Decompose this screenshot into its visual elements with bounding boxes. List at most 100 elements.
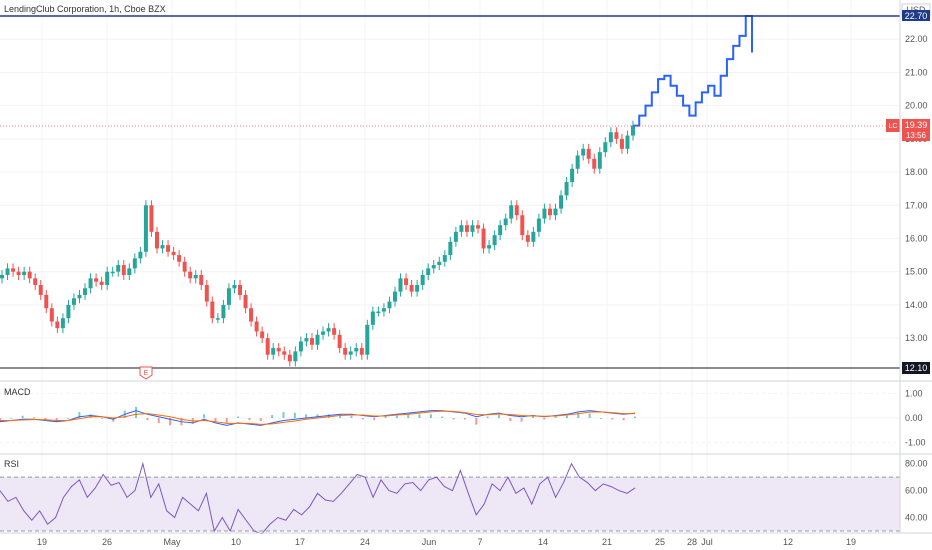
- candle-body: [564, 182, 569, 196]
- candle-body: [116, 265, 121, 272]
- candle-body: [476, 225, 481, 229]
- time-tick-label: 28: [687, 537, 697, 547]
- candle-body: [16, 271, 21, 276]
- candle-body: [536, 218, 541, 232]
- candle-body: [603, 142, 608, 153]
- time-axis[interactable]: 19 26 May 10 17 24 Jun 7 14 21 25 28 Jul 12 19: [37, 537, 856, 547]
- candle-body: [409, 284, 414, 292]
- rsi-tick-label: 80.00: [905, 459, 928, 469]
- macd-pane[interactable]: 1.00 0.00 -1.00: [0, 388, 926, 448]
- price-tick-label: 17.00: [905, 200, 928, 210]
- macd-histogram-bar: [588, 413, 591, 418]
- candle-body: [238, 284, 243, 295]
- macd-histogram-bar: [10, 418, 13, 419]
- candle-body: [221, 304, 226, 319]
- candle-body: [83, 288, 88, 295]
- candle-body: [44, 294, 49, 309]
- macd-histogram-bar: [282, 412, 285, 418]
- projection-series: [633, 15, 753, 127]
- svg-text:12.10: 12.10: [905, 363, 928, 373]
- svg-text:22.70: 22.70: [905, 11, 928, 21]
- candle-body: [171, 251, 176, 256]
- main-grid: [0, 0, 900, 533]
- candle-body: [88, 278, 93, 289]
- candle-body: [597, 152, 602, 169]
- candle-body: [337, 334, 342, 349]
- candle-body: [614, 132, 619, 139]
- macd-histogram-bar: [293, 412, 296, 418]
- candle-body: [249, 308, 254, 322]
- candle-body: [60, 318, 65, 329]
- macd-histogram-bar: [21, 415, 24, 418]
- candle-body: [166, 245, 171, 252]
- signal-line: [0, 410, 635, 425]
- macd-histogram-bar: [89, 414, 92, 418]
- candle-body: [271, 348, 276, 355]
- candle-body: [547, 208, 552, 216]
- candle-body: [370, 311, 375, 325]
- candle-body: [193, 275, 198, 279]
- candle-body: [487, 245, 492, 249]
- macd-histogram-bar: [373, 418, 376, 421]
- price-tick-label: 13.00: [905, 333, 928, 343]
- candle-body: [498, 225, 503, 236]
- candle-body: [121, 265, 126, 276]
- candle-body: [420, 275, 425, 285]
- candle-body: [348, 351, 353, 355]
- candle-body: [160, 245, 165, 249]
- macd-histogram-bar: [531, 416, 534, 418]
- macd-histogram-bar: [429, 414, 432, 418]
- candle-body: [127, 268, 132, 276]
- candle-body: [619, 138, 624, 149]
- candle-body: [404, 278, 409, 285]
- candle-body: [77, 294, 82, 299]
- price-tick-label: 22.00: [905, 34, 928, 44]
- candle-body: [559, 195, 564, 209]
- rsi-label: RSI: [4, 459, 19, 469]
- time-tick-label: May: [163, 537, 181, 547]
- svg-text:LC: LC: [889, 123, 898, 130]
- candle-body: [215, 318, 220, 320]
- time-tick-label: 26: [102, 537, 112, 547]
- rsi-band: [0, 477, 900, 531]
- candle-body: [22, 271, 27, 276]
- candle-body: [154, 231, 159, 249]
- macd-histogram-bar: [497, 415, 500, 418]
- candle-body: [398, 278, 403, 292]
- candle-body: [298, 341, 303, 352]
- macd-histogram-bar: [565, 415, 568, 418]
- candle-body: [592, 158, 597, 169]
- macd-histogram-bar: [622, 418, 625, 421]
- earnings-marker[interactable]: E: [139, 366, 153, 380]
- candle-body: [11, 268, 16, 272]
- candle-body: [254, 321, 259, 332]
- price-axis[interactable]: 13.0014.0015.0016.0017.0018.0019.0020.00…: [905, 34, 928, 343]
- main-pane[interactable]: [0, 0, 900, 378]
- candle-body: [376, 311, 381, 314]
- candle-body: [105, 271, 110, 285]
- time-tick-label: 21: [602, 537, 612, 547]
- time-tick-label: 19: [846, 537, 856, 547]
- rsi-line: [0, 461, 636, 535]
- candle-body: [381, 308, 386, 312]
- candle-body: [94, 278, 99, 282]
- price-tick-label: 21.00: [905, 67, 928, 77]
- candle-body: [492, 235, 497, 246]
- svg-text:19.39: 19.39: [905, 120, 928, 130]
- rsi-pane[interactable]: 80.00 60.00 40.00: [0, 459, 928, 535]
- candle-body: [531, 231, 536, 242]
- candle-body: [232, 284, 237, 289]
- macd-histogram-bar: [418, 414, 421, 418]
- macd-histogram-bar: [441, 416, 444, 418]
- macd-histogram-bar: [395, 415, 398, 418]
- time-tick-label: 12: [783, 537, 793, 547]
- candle-body: [210, 301, 215, 319]
- support-price-badge: 12.10: [902, 362, 930, 374]
- candle-body: [27, 271, 32, 279]
- time-tick-label: Jul: [701, 537, 713, 547]
- macd-histogram-bar: [0, 418, 1, 422]
- candle-body: [55, 321, 60, 329]
- candle-body: [586, 148, 591, 159]
- macd-histogram-bar: [577, 412, 580, 418]
